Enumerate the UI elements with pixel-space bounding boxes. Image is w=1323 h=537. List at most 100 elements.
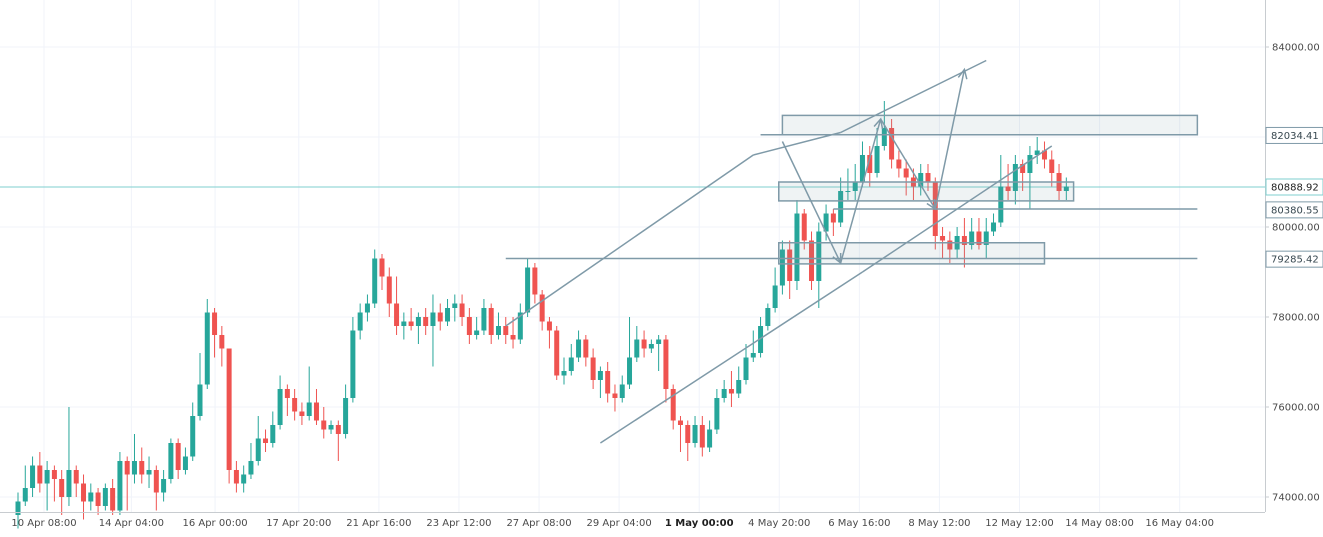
candle-body[interactable] bbox=[576, 339, 582, 358]
candle-body[interactable] bbox=[852, 182, 858, 191]
candle-body[interactable] bbox=[277, 389, 283, 425]
candle[interactable] bbox=[889, 119, 895, 169]
candle[interactable] bbox=[131, 434, 137, 484]
candle-body[interactable] bbox=[372, 258, 378, 304]
candle[interactable] bbox=[488, 303, 494, 345]
candle-body[interactable] bbox=[721, 389, 727, 398]
candle-body[interactable] bbox=[728, 389, 734, 394]
candle[interactable] bbox=[88, 483, 94, 511]
candle[interactable] bbox=[401, 312, 407, 340]
candle[interactable] bbox=[139, 447, 145, 484]
candle-body[interactable] bbox=[350, 330, 356, 399]
candle[interactable] bbox=[670, 384, 676, 430]
candle-body[interactable] bbox=[830, 213, 836, 223]
trend-line[interactable] bbox=[505, 154, 754, 327]
candle[interactable] bbox=[714, 389, 720, 434]
candle-body[interactable] bbox=[299, 411, 305, 417]
candle-body[interactable] bbox=[699, 425, 705, 448]
candle-body[interactable] bbox=[1041, 150, 1047, 160]
candle[interactable] bbox=[656, 335, 662, 371]
candle[interactable] bbox=[44, 461, 50, 511]
candle[interactable] bbox=[255, 416, 261, 466]
candle-body[interactable] bbox=[394, 303, 400, 327]
candle-body[interactable] bbox=[415, 317, 421, 326]
candle-body[interactable] bbox=[627, 357, 633, 385]
candle-body[interactable] bbox=[59, 479, 65, 497]
candle[interactable] bbox=[284, 384, 290, 417]
candle[interactable] bbox=[925, 164, 931, 191]
candle[interactable] bbox=[394, 276, 400, 336]
candle-body[interactable] bbox=[590, 357, 596, 381]
candle-body[interactable] bbox=[670, 389, 676, 421]
candle-body[interactable] bbox=[743, 357, 749, 381]
candle-body[interactable] bbox=[270, 425, 276, 443]
candle[interactable] bbox=[576, 330, 582, 363]
candle[interactable] bbox=[532, 263, 538, 304]
candle[interactable] bbox=[219, 326, 225, 367]
candle[interactable] bbox=[212, 308, 218, 358]
candle[interactable] bbox=[459, 294, 465, 327]
candle-body[interactable] bbox=[161, 479, 167, 493]
candle-body[interactable] bbox=[15, 501, 21, 516]
candle-body[interactable] bbox=[117, 461, 123, 511]
candle-body[interactable] bbox=[495, 326, 501, 335]
candle-body[interactable] bbox=[597, 371, 603, 380]
candle[interactable] bbox=[15, 492, 21, 529]
candle[interactable] bbox=[437, 303, 443, 331]
candle[interactable] bbox=[117, 452, 123, 515]
candle[interactable] bbox=[481, 299, 487, 335]
candle[interactable] bbox=[445, 299, 451, 326]
candle-body[interactable] bbox=[488, 308, 494, 335]
candle-body[interactable] bbox=[845, 191, 851, 192]
candle[interactable] bbox=[896, 150, 902, 178]
candle[interactable] bbox=[787, 240, 793, 300]
candle[interactable] bbox=[423, 308, 429, 335]
candle[interactable] bbox=[306, 366, 312, 421]
candle[interactable] bbox=[37, 452, 43, 493]
candle-body[interactable] bbox=[546, 321, 552, 331]
candle-body[interactable] bbox=[554, 330, 560, 376]
candle-body[interactable] bbox=[568, 357, 574, 372]
candle-body[interactable] bbox=[758, 326, 764, 353]
candle[interactable] bbox=[539, 290, 545, 331]
candle[interactable] bbox=[408, 308, 414, 331]
candle[interactable] bbox=[233, 461, 239, 493]
candle[interactable] bbox=[503, 317, 509, 344]
candle[interactable] bbox=[838, 177, 844, 228]
candle-body[interactable] bbox=[168, 443, 174, 479]
candle[interactable] bbox=[1034, 137, 1040, 164]
candle-body[interactable] bbox=[1049, 159, 1055, 174]
candle[interactable] bbox=[321, 407, 327, 439]
trend-line[interactable] bbox=[599, 271, 863, 444]
candle-body[interactable] bbox=[605, 371, 611, 394]
candle-body[interactable] bbox=[335, 425, 341, 434]
candle[interactable] bbox=[612, 384, 618, 412]
candle[interactable] bbox=[372, 249, 378, 309]
candle-body[interactable] bbox=[110, 488, 116, 511]
candle[interactable] bbox=[969, 218, 975, 250]
candle-body[interactable] bbox=[95, 492, 101, 507]
candle-body[interactable] bbox=[197, 384, 203, 417]
candle[interactable] bbox=[161, 470, 167, 502]
candle-body[interactable] bbox=[81, 483, 87, 502]
candle[interactable] bbox=[554, 326, 560, 380]
candle[interactable] bbox=[466, 308, 472, 344]
candle-body[interactable] bbox=[823, 213, 829, 232]
candle[interactable] bbox=[241, 465, 247, 493]
candle[interactable] bbox=[568, 344, 574, 376]
candle-body[interactable] bbox=[255, 438, 261, 462]
candle[interactable] bbox=[343, 384, 349, 439]
candles[interactable] bbox=[15, 101, 1069, 529]
candle[interactable] bbox=[859, 141, 865, 187]
candle[interactable] bbox=[146, 456, 152, 489]
candle-body[interactable] bbox=[663, 339, 669, 390]
candle[interactable] bbox=[474, 317, 480, 340]
candle-body[interactable] bbox=[30, 465, 36, 489]
candle-body[interactable] bbox=[859, 155, 865, 182]
zone-box[interactable] bbox=[781, 114, 1199, 136]
candle-body[interactable] bbox=[445, 308, 451, 322]
candle[interactable] bbox=[30, 456, 36, 498]
candle-body[interactable] bbox=[772, 285, 778, 309]
candle[interactable] bbox=[517, 303, 523, 345]
candle-body[interactable] bbox=[190, 416, 196, 457]
